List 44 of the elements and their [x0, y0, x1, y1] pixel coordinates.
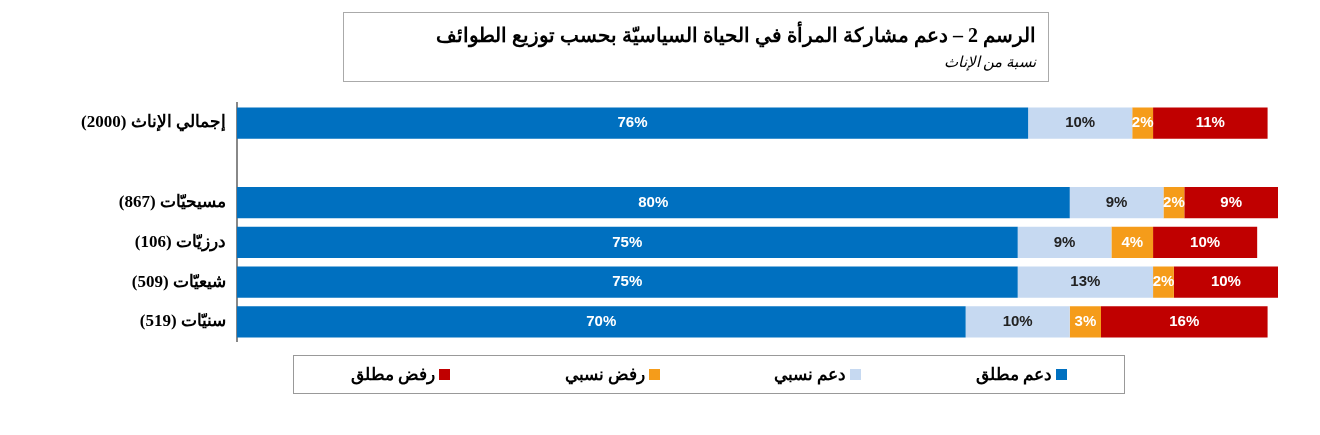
bar: [1101, 306, 1268, 338]
chart-subtitle: نسبة من الإناث: [942, 53, 1036, 71]
data-label: 9%: [1220, 192, 1242, 210]
data-label: 16%: [1169, 312, 1200, 330]
bar: [1153, 226, 1258, 258]
bar: [236, 266, 1018, 298]
data-label: 4%: [1121, 232, 1144, 250]
data-label: 70%: [586, 312, 617, 330]
data-label: 75%: [612, 272, 643, 290]
data-label: 2%: [1152, 272, 1175, 290]
data-label: 10%: [1190, 232, 1221, 250]
bar: [236, 187, 1070, 219]
legend-label: رفض نسبي: [564, 364, 645, 385]
data-label: 11%: [1195, 113, 1225, 131]
data-label: 10%: [1002, 312, 1033, 330]
legend-label: رفض مطلق: [351, 364, 436, 385]
legend-label: دعم نسبي: [774, 364, 847, 385]
legend-label: دعم مطلق: [975, 364, 1052, 385]
bar: [1017, 266, 1154, 298]
data-label: 9%: [1105, 192, 1128, 210]
bar: [236, 226, 1018, 258]
data-label: 76%: [617, 113, 648, 131]
y-tick-label: سنيّات (519): [139, 311, 226, 331]
bar: [1173, 266, 1278, 298]
bar: [965, 306, 1070, 338]
data-label: 10%: [1210, 272, 1241, 290]
bar: [1153, 107, 1268, 139]
bar: [1184, 187, 1278, 219]
bar: [1017, 226, 1112, 258]
y-tick-label: شيعيّات (509): [131, 271, 226, 291]
y-tick-label: إجمالي الإناث (2000): [80, 112, 226, 133]
y-tick-label: درزيّات (106): [134, 231, 226, 252]
data-label: 9%: [1053, 232, 1076, 250]
bar: [1028, 107, 1133, 139]
data-label: 3%: [1074, 312, 1097, 330]
data-label: 13%: [1070, 272, 1101, 290]
data-label: 75%: [612, 232, 643, 250]
chart-title: الرسم 2 – دعم مشاركة المرأة في الحياة السياسيّة بحسب توزيع الطوائف: [435, 23, 1036, 47]
data-label: 10%: [1065, 113, 1096, 131]
bar: [1069, 187, 1164, 219]
bar: [236, 306, 966, 338]
y-tick-label: مسيحيّات (867): [118, 192, 226, 212]
bar: [236, 107, 1029, 139]
data-label: 80%: [638, 192, 669, 210]
